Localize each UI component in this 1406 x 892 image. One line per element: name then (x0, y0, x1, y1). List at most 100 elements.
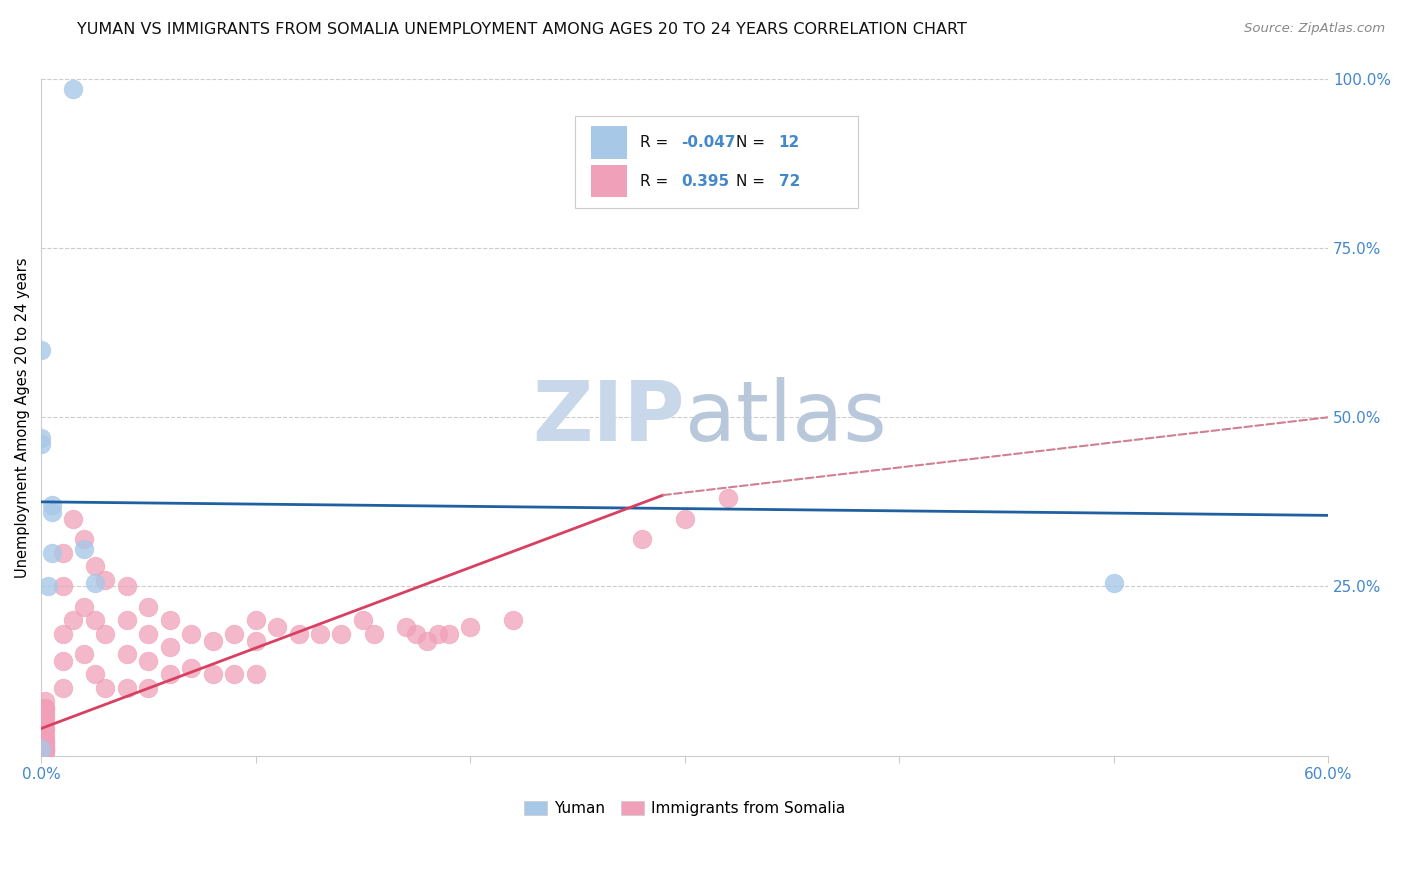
Point (30, 431, 52, 445)
Point (405, 627, 427, 641)
Text: atlas: atlas (685, 376, 886, 458)
Point (416, 633, 439, 648)
Point (201, 667, 224, 681)
Point (30, 343, 52, 357)
Point (34, 708, 56, 723)
Text: -0.047: -0.047 (681, 135, 735, 150)
Text: 72: 72 (779, 174, 800, 189)
Point (330, 627, 353, 641)
Point (287, 627, 309, 641)
Point (41, 545, 63, 559)
Point (73, 542, 96, 557)
Point (115, 579, 138, 593)
Point (83, 667, 105, 681)
Point (51, 579, 73, 593)
Point (83, 613, 105, 627)
Point (502, 613, 524, 627)
Bar (575, 116, 859, 208)
Point (83, 576, 105, 591)
Point (673, 512, 696, 526)
Point (34, 740, 56, 755)
Point (437, 627, 460, 641)
Point (115, 647, 138, 661)
Y-axis label: Unemployment Among Ages 20 to 24 years: Unemployment Among Ages 20 to 24 years (15, 257, 30, 577)
Point (34, 711, 56, 725)
Point (30, 741, 52, 756)
Point (94, 681, 117, 695)
Point (34, 701, 56, 715)
Text: 12: 12 (779, 135, 800, 150)
Point (34, 728, 56, 742)
Point (138, 627, 160, 641)
Point (34, 745, 56, 759)
Point (41, 505, 63, 519)
Text: Source: ZipAtlas.com: Source: ZipAtlas.com (1244, 22, 1385, 36)
Point (180, 627, 202, 641)
Point (352, 613, 374, 627)
Point (73, 532, 96, 546)
Point (630, 532, 652, 546)
Point (395, 620, 418, 634)
Point (62, 82, 84, 96)
Point (159, 640, 181, 655)
Bar (591, 165, 627, 197)
Point (458, 620, 481, 634)
Bar (591, 127, 627, 159)
Point (34, 735, 56, 749)
Point (73, 647, 96, 661)
Point (245, 633, 267, 648)
Point (115, 613, 138, 627)
Point (138, 681, 160, 695)
Point (34, 735, 56, 749)
Point (34, 731, 56, 746)
Point (34, 714, 56, 729)
Point (1102, 576, 1125, 591)
Point (51, 681, 73, 695)
Point (245, 667, 267, 681)
Legend: Yuman, Immigrants from Somalia: Yuman, Immigrants from Somalia (517, 795, 852, 822)
Point (138, 654, 160, 668)
Point (34, 741, 56, 756)
Point (309, 627, 332, 641)
Point (224, 627, 246, 641)
Point (34, 741, 56, 756)
Point (138, 599, 160, 614)
Point (94, 573, 117, 587)
Point (62, 613, 84, 627)
Point (426, 627, 449, 641)
Point (34, 743, 56, 757)
Point (159, 613, 181, 627)
Point (94, 627, 117, 641)
Point (180, 660, 202, 674)
Point (51, 654, 73, 668)
Text: N =: N = (737, 174, 770, 189)
Text: ZIP: ZIP (531, 376, 685, 458)
Point (159, 667, 181, 681)
Point (34, 705, 56, 719)
Point (51, 545, 73, 559)
Point (83, 559, 105, 574)
Point (716, 491, 738, 506)
Point (34, 745, 56, 759)
Point (37, 579, 59, 593)
Point (34, 722, 56, 736)
Point (224, 667, 246, 681)
Point (363, 627, 385, 641)
Point (30, 437, 52, 451)
Point (62, 512, 84, 526)
Point (34, 701, 56, 715)
Point (115, 681, 138, 695)
Text: R =: R = (640, 135, 672, 150)
Point (51, 627, 73, 641)
Text: YUMAN VS IMMIGRANTS FROM SOMALIA UNEMPLOYMENT AMONG AGES 20 TO 24 YEARS CORRELAT: YUMAN VS IMMIGRANTS FROM SOMALIA UNEMPLO… (77, 22, 967, 37)
Point (245, 613, 267, 627)
Text: N =: N = (737, 135, 770, 150)
Text: 0.395: 0.395 (681, 174, 728, 189)
Text: R =: R = (640, 174, 678, 189)
Point (73, 599, 96, 614)
Point (34, 739, 56, 753)
Point (34, 722, 56, 736)
Point (201, 633, 224, 648)
Point (41, 498, 63, 512)
Point (34, 694, 56, 708)
